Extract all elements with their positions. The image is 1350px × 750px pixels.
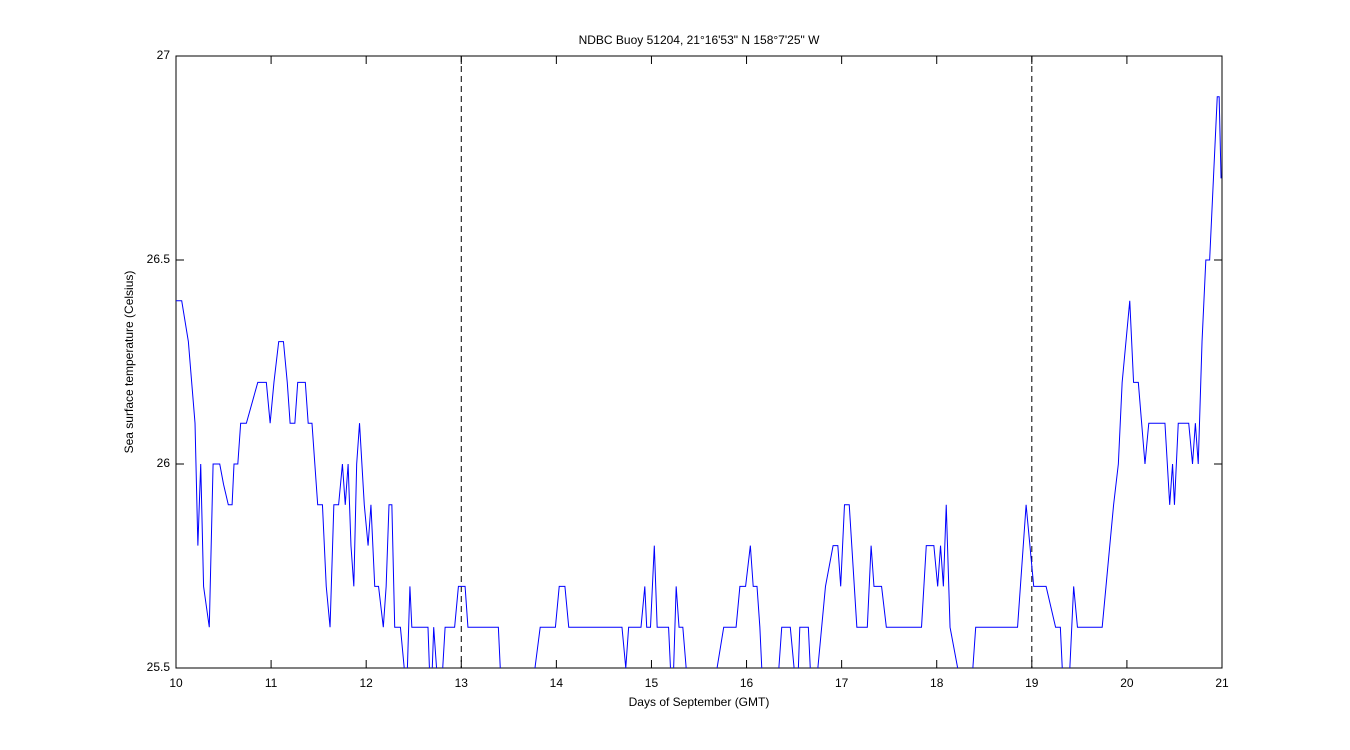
x-tick-label: 12 (360, 676, 374, 690)
data-line (176, 96, 1222, 668)
chart-title: NDBC Buoy 51204, 21°16'53" N 158°7'25" W (579, 33, 821, 47)
x-axis-label: Days of September (GMT) (629, 695, 770, 709)
y-tick-label: 27 (157, 48, 171, 62)
x-tick-label: 19 (1025, 676, 1039, 690)
x-tick-label: 11 (265, 676, 278, 690)
plot-frame (175, 55, 1223, 669)
x-tick-label: 15 (645, 676, 659, 690)
x-tick-label: 20 (1120, 676, 1134, 690)
y-axis-label: Sea surface temperature (Celsius) (122, 271, 136, 454)
x-tick-label: 17 (835, 676, 849, 690)
y-tick-label: 26 (157, 456, 171, 470)
x-tick-label: 16 (740, 676, 754, 690)
x-tick-label: 18 (930, 676, 944, 690)
y-tick-label: 26.5 (147, 252, 171, 266)
y-tick-label: 25.5 (147, 660, 171, 674)
x-tick-label: 21 (1215, 676, 1229, 690)
x-tick-label: 13 (455, 676, 469, 690)
x-tick-label: 14 (550, 676, 564, 690)
x-tick-label: 10 (169, 676, 183, 690)
